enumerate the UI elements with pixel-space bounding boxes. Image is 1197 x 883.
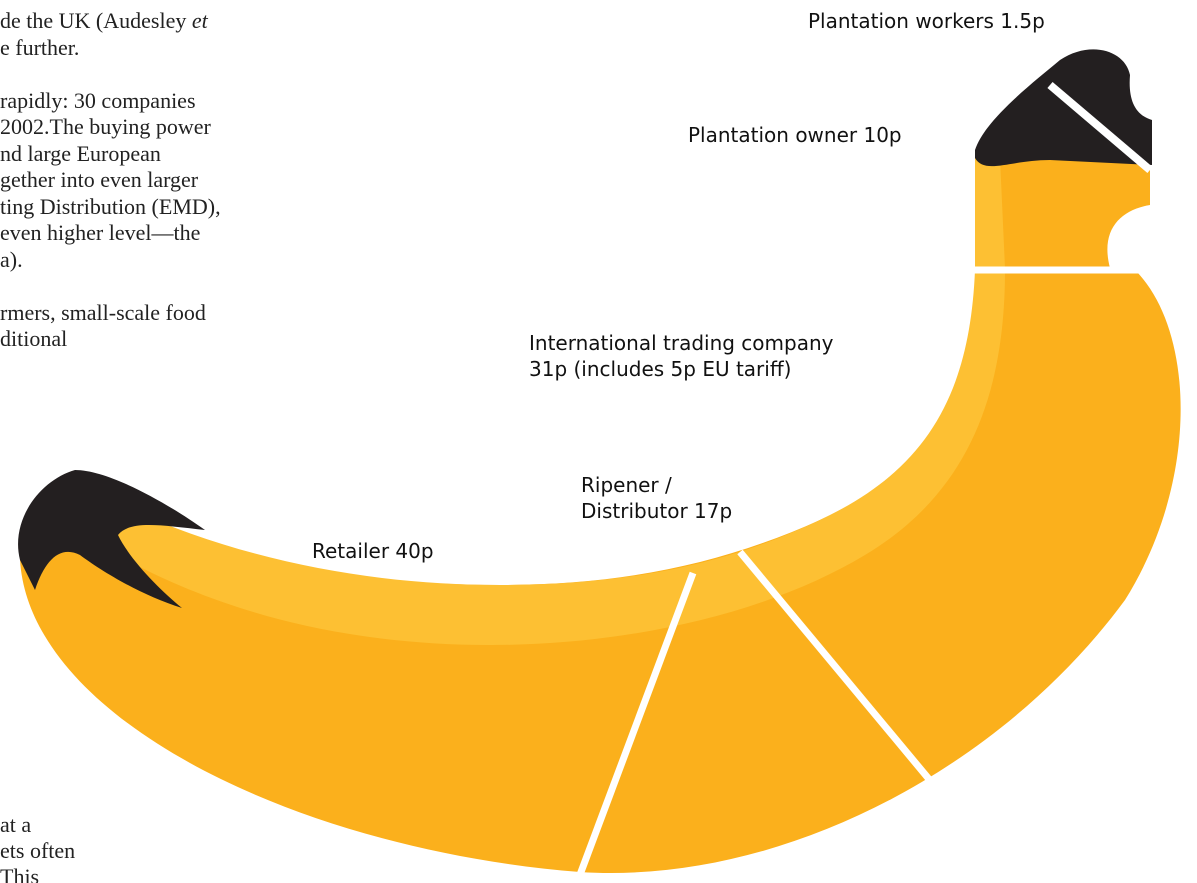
text: gether into even larger: [0, 167, 199, 192]
text: a).: [0, 246, 23, 272]
text: 2002.The buying power: [0, 114, 211, 139]
text-line: nd large European: [0, 141, 221, 168]
banana-tip: [18, 470, 206, 608]
text-line: rapidly: 30 companies: [0, 88, 221, 115]
text-line: e further.: [0, 35, 221, 62]
text-line: ets often: [0, 838, 76, 863]
text-line: gether into even larger: [0, 167, 221, 194]
cap-divider: [1047, 81, 1153, 174]
text-line: [0, 273, 221, 300]
text: ting Distribution (EMD),: [0, 193, 221, 219]
text: ditional: [0, 326, 68, 351]
label: International trading company 31p (inclu…: [529, 330, 833, 382]
banana-highlight: [100, 270, 1005, 645]
label-line: International trading company: [529, 331, 834, 355]
label-line: Ripener /: [581, 473, 672, 497]
label: Ripener / Distributor 17p: [581, 472, 732, 524]
banana-body: [20, 270, 1181, 873]
text: nd large European: [0, 140, 161, 166]
text: rmers, small-scale food: [0, 299, 206, 325]
divider-ripener-trading: [737, 549, 951, 805]
text-line: at a: [0, 812, 32, 837]
text-line: ting Distribution (EMD),: [0, 194, 221, 221]
body-text-bottom: at a ets often This: [0, 812, 75, 883]
divider-retailer-ripener: [574, 571, 697, 882]
label: Plantation workers 1.5p: [808, 9, 1045, 33]
text: rapidly: 30 companies: [0, 87, 196, 113]
text-line: This: [0, 864, 40, 883]
text: even higher level—the: [0, 220, 201, 245]
stem-highlight: [975, 158, 1005, 268]
label: Plantation owner 10p: [688, 123, 902, 147]
label-line: 31p (includes 5p EU tariff): [529, 357, 792, 381]
text-line: 2002.The buying power: [0, 114, 221, 141]
text: de the UK (Audesley: [0, 8, 192, 33]
banana-stem: [975, 155, 1150, 268]
label-line: Distributor 17p: [581, 499, 733, 523]
text-line: ditional: [0, 326, 221, 353]
text-line: even higher level—the: [0, 220, 221, 247]
text-line: rmers, small-scale food: [0, 300, 221, 327]
text-italic: et: [191, 8, 208, 33]
text-line: [0, 61, 221, 88]
text: e further.: [0, 34, 80, 60]
label: Retailer 40p: [312, 539, 434, 563]
body-text: de the UK (Audesley et e further. rapidly:…: [0, 8, 221, 353]
text-line: a).: [0, 247, 221, 274]
text-line: de the UK (Audesley et: [0, 8, 221, 35]
